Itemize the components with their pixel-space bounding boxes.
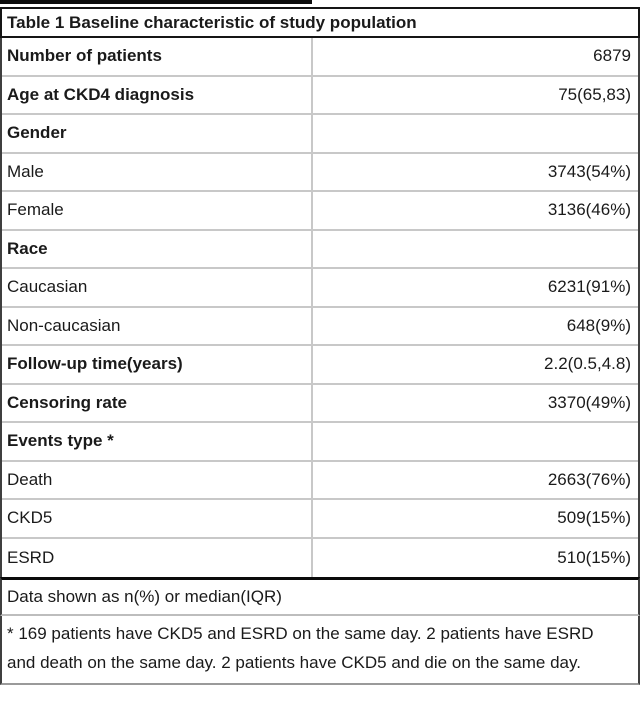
row-value: 3136(46%) [547, 200, 631, 220]
table-row: Events type * [2, 423, 638, 462]
row-label: ESRD [2, 538, 313, 577]
row-value: 3743(54%) [547, 161, 631, 181]
table-row: Non-caucasian 648(9%) [2, 307, 638, 346]
row-label: Censoring rate [2, 384, 313, 421]
table-row: Censoring rate 3370(49%) [2, 384, 638, 423]
footnote-text: * 169 patients have CKD5 and ESRD on the… [7, 624, 594, 672]
row-label: Number of patients [2, 38, 313, 75]
table-row: Age at CKD4 diagnosis 75(65,83) [2, 76, 638, 115]
baseline-table: Number of patients 6879 Age at CKD4 diag… [0, 38, 640, 577]
table-row: Female 3136(46%) [2, 192, 638, 231]
row-label: CKD5 [2, 500, 313, 537]
table-title: Table 1 Baseline characteristic of study… [0, 7, 640, 38]
row-label: Male [2, 153, 313, 190]
row-value: 2663(76%) [547, 469, 631, 489]
row-label: Events type * [2, 423, 313, 460]
table-row: Caucasian 6231(91%) [2, 269, 638, 308]
table-body: Number of patients 6879 Age at CKD4 diag… [2, 38, 638, 577]
row-label: Caucasian [2, 269, 313, 306]
row-value: 509(15%) [557, 508, 631, 528]
table-row: Follow-up time(years) 2.2(0.5,4.8) [2, 346, 638, 385]
row-label: Death [2, 461, 313, 498]
row-value [313, 423, 638, 460]
row-value: 6231(91%) [547, 277, 631, 297]
row-value: 75(65,83) [558, 84, 631, 104]
row-value [313, 231, 638, 268]
row-value [313, 115, 638, 152]
row-value: 3370(49%) [547, 392, 631, 412]
table-row: Number of patients 6879 [2, 38, 638, 77]
footnote-row: * 169 patients have CKD5 and ESRD on the… [0, 616, 640, 685]
table-row: Gender [2, 115, 638, 154]
row-value: 648(9%) [566, 315, 631, 335]
row-label: Female [2, 192, 313, 229]
table-row: ESRD 510(15%) [2, 538, 638, 577]
data-note-row: Data shown as n(%) or median(IQR) [0, 577, 640, 616]
data-note-text: Data shown as n(%) or median(IQR) [7, 587, 282, 606]
table-row: Death 2663(76%) [2, 461, 638, 500]
row-label: Age at CKD4 diagnosis [2, 76, 313, 113]
top-edge-line [0, 0, 312, 4]
table-row: CKD5 509(15%) [2, 500, 638, 539]
row-value: 510(15%) [557, 547, 631, 567]
row-label: Gender [2, 115, 313, 152]
row-label: Follow-up time(years) [2, 346, 313, 383]
row-value: 2.2(0.5,4.8) [544, 354, 631, 374]
row-value: 6879 [593, 46, 631, 66]
row-label: Race [2, 230, 313, 267]
row-label: Non-caucasian [2, 307, 313, 344]
table-row: Race [2, 230, 638, 269]
table-row: Male 3743(54%) [2, 153, 638, 192]
